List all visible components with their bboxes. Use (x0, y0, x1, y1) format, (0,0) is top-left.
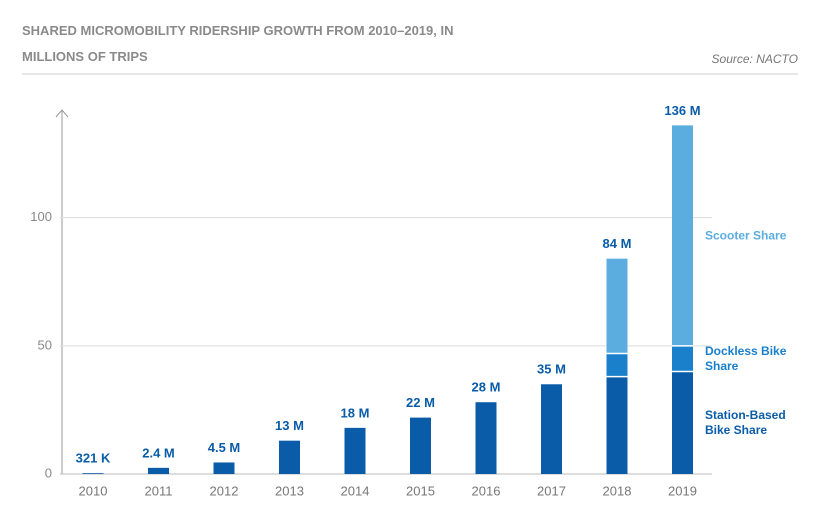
total-label: 28 M (472, 380, 501, 395)
total-label: 321 K (76, 451, 111, 466)
bar-segment (672, 371, 693, 474)
x-tick-label: 2019 (668, 483, 697, 498)
source: Source: NACTO (711, 52, 798, 66)
total-label: 22 M (406, 395, 435, 410)
bar-segment (279, 440, 300, 474)
bar-segment (475, 402, 497, 474)
total-label: 13 M (275, 418, 304, 433)
total-label: 35 M (537, 362, 566, 377)
x-tick-label: 2014 (341, 483, 370, 498)
bar-segment (410, 417, 431, 474)
x-tick-label: 2010 (79, 483, 108, 498)
bar-segment (606, 258, 628, 354)
bar-segment (213, 462, 235, 474)
total-label: 18 M (341, 405, 370, 420)
y-tick-label: 0 (45, 465, 52, 480)
bar-segment (672, 345, 693, 372)
x-tick-label: 2016 (472, 483, 501, 498)
y-axis-arrow (55, 109, 69, 118)
chart-title: SHARED MICROMOBILITY RIDERSHIP GROWTH FR… (22, 23, 454, 64)
bar-segment (82, 473, 104, 474)
x-tick-label: 2011 (145, 483, 173, 498)
x-tick-label: 2018 (603, 483, 632, 498)
bar-segment (344, 427, 366, 474)
bar-segment (606, 376, 628, 474)
bar-segment (541, 384, 562, 474)
total-label: 136 M (664, 103, 700, 118)
total-label: 2.4 M (142, 445, 175, 460)
legend-entry: Station-Based Bike Share (705, 407, 786, 437)
legend-entry: Dockless Bike Share (705, 343, 787, 373)
legend-entry: Scooter Share (705, 228, 787, 243)
bar-segment (672, 125, 693, 346)
bar-segment (148, 467, 169, 474)
total-label: 4.5 M (208, 440, 241, 455)
total-label: 84 M (603, 236, 632, 251)
x-tick-label: 2017 (537, 483, 566, 498)
x-tick-label: 2012 (210, 483, 239, 498)
y-tick-label: 50 (38, 337, 52, 352)
bar-segment (606, 353, 628, 377)
y-tick-label: 100 (30, 209, 52, 224)
x-tick-label: 2015 (406, 483, 435, 498)
x-tick-label: 2013 (275, 483, 304, 498)
